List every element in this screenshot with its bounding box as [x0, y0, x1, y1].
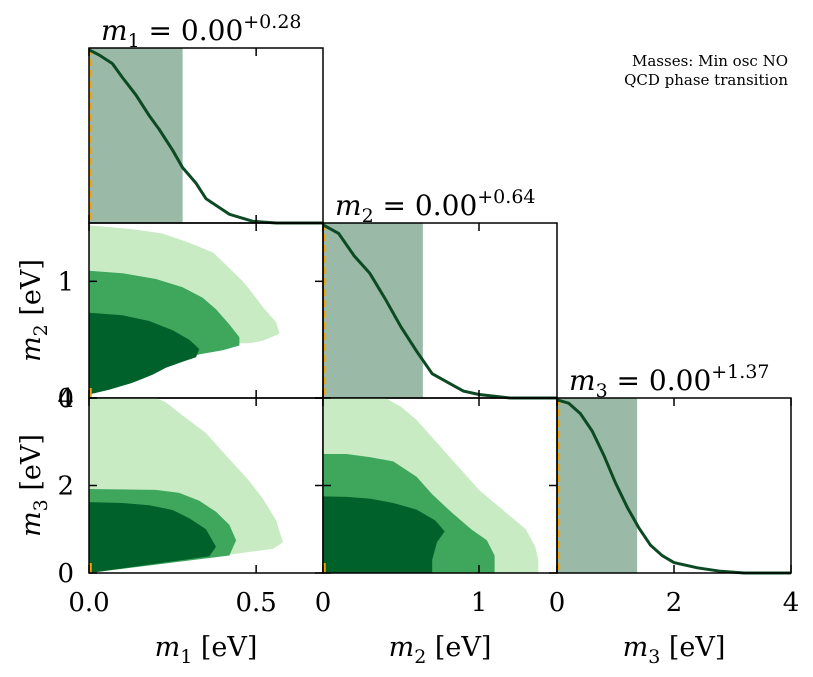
credible-band-m1: [89, 48, 183, 223]
contour-inner-m1-m3: [89, 502, 216, 573]
annotation-line-2: QCD phase transition: [624, 71, 788, 89]
posterior-panel-m3: m3 = 0.00+1.37: [556, 361, 792, 575]
annotation-line-1: Masses: Min osc NO: [632, 52, 788, 70]
y-tick-label-m3-2: 4: [57, 384, 74, 414]
plot-panels: m1 = 0.00+0.28 m2 = 0.00+0.64 m3 = 0.00+1.…: [16, 11, 799, 668]
y-axis-label-m3: m3 [eV]: [16, 434, 52, 537]
panel-title-m2: m2 = 0.00+0.64: [335, 186, 536, 227]
y-tick-label-m2-0: 0: [57, 384, 74, 414]
contour-panel-m1-m3: [88, 397, 324, 574]
posterior-panel-m2: m2 = 0.00+0.64: [322, 186, 558, 400]
x-axis-label-m2: m2 [eV]: [389, 632, 492, 668]
x-axis-label-m3: m3 [eV]: [623, 632, 726, 668]
posterior-curve-m3: [556, 398, 791, 575]
credible-band-m2: [323, 223, 423, 398]
y-axis-label-m2: m2 [eV]: [16, 259, 52, 362]
posterior-panel-m1: m1 = 0.00+0.28: [88, 11, 324, 225]
x-axis-label-m1: m1 [eV]: [155, 632, 258, 668]
x-tick-label-m2-1: 1: [471, 588, 488, 618]
credible-band-m3: [557, 398, 638, 573]
posterior-curve-m1: [88, 48, 323, 225]
y-tick-label-m3-0: 0: [57, 559, 74, 589]
y-tick-label-m3-1: 2: [57, 472, 74, 502]
x-tick-label-m3-0: 0: [549, 588, 566, 618]
x-tick-label-m1-0: 0.0: [68, 588, 109, 618]
y-tick-label-m2-1: 1: [57, 267, 74, 297]
x-tick-label-m2-0: 0: [315, 588, 332, 618]
contour-panel-m1-m2: [88, 222, 324, 399]
x-tick-label-m3-2: 4: [783, 588, 800, 618]
contour-inner-m1-m2: [89, 312, 200, 395]
contour-inner-m2-m3: [323, 496, 445, 573]
panel-title-m3: m3 = 0.00+1.37: [569, 361, 770, 402]
panel-title-m1: m1 = 0.00+0.28: [101, 11, 302, 52]
x-tick-label-m3-1: 2: [666, 588, 683, 618]
contour-panel-m2-m3: [322, 397, 558, 574]
x-tick-label-m1-1: 0.5: [235, 588, 276, 618]
